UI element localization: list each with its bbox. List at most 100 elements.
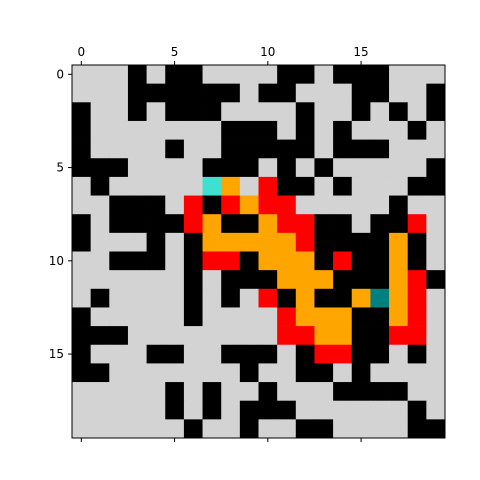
grid-cell-r4-c15: [352, 140, 371, 159]
grid-cell-r4-c8: [221, 140, 240, 159]
grid-cell-r6-c2: [109, 177, 128, 196]
grid-cell-r11-c13: [314, 270, 333, 289]
grid-cell-r10-c13: [314, 252, 333, 271]
grid-cell-r2-c2: [109, 102, 128, 121]
grid-cell-r6-c0: [72, 177, 91, 196]
grid-cell-r17-c5: [165, 382, 184, 401]
grid-cell-r13-c10: [259, 307, 278, 326]
grid-cell-r3-c5: [165, 121, 184, 140]
grid-cell-r1-c18: [408, 84, 427, 103]
grid-cell-r12-c1: [91, 289, 110, 308]
grid-cell-r4-c9: [240, 140, 259, 159]
grid-cell-r17-c0: [72, 382, 91, 401]
grid-cell-r14-c9: [240, 326, 259, 345]
grid-cell-r18-c9: [240, 401, 259, 420]
grid-cell-r17-c18: [408, 382, 427, 401]
grid-cell-r14-c5: [165, 326, 184, 345]
grid-cell-r3-c3: [128, 121, 147, 140]
grid-cell-r9-c17: [389, 233, 408, 252]
grid-cell-r17-c2: [109, 382, 128, 401]
grid-cell-r15-c19: [426, 345, 445, 364]
grid-cell-r8-c14: [333, 214, 352, 233]
grid-cell-r6-c18: [408, 177, 427, 196]
grid-cell-r10-c0: [72, 252, 91, 271]
grid-cell-r0-c17: [389, 65, 408, 84]
grid-cell-r6-c9: [240, 177, 259, 196]
grid-cell-r4-c7: [203, 140, 222, 159]
grid-cell-r0-c5: [165, 65, 184, 84]
grid-cell-r2-c10: [259, 102, 278, 121]
grid-cell-r10-c5: [165, 252, 184, 271]
grid-cell-r12-c8: [221, 289, 240, 308]
grid-cell-r19-c19: [426, 419, 445, 438]
grid-cell-r17-c19: [426, 382, 445, 401]
grid-cell-r6-c17: [389, 177, 408, 196]
grid-cell-r18-c12: [296, 401, 315, 420]
grid-cell-r12-c5: [165, 289, 184, 308]
grid-cell-r10-c3: [128, 252, 147, 271]
grid-cell-r15-c13: [314, 345, 333, 364]
grid-cell-r6-c14: [333, 177, 352, 196]
grid-cell-r9-c18: [408, 233, 427, 252]
grid-cell-r11-c9: [240, 270, 259, 289]
grid-cell-r5-c14: [333, 158, 352, 177]
grid-cell-r14-c14: [333, 326, 352, 345]
grid-cell-r5-c3: [128, 158, 147, 177]
grid-cell-r14-c4: [147, 326, 166, 345]
grid-cell-r18-c0: [72, 401, 91, 420]
grid-cell-r14-c3: [128, 326, 147, 345]
grid-cell-r7-c5: [165, 196, 184, 215]
grid-cell-r12-c18: [408, 289, 427, 308]
grid-cell-r1-c17: [389, 84, 408, 103]
grid-cell-r19-c3: [128, 419, 147, 438]
grid-cell-r4-c4: [147, 140, 166, 159]
grid-cell-r2-c8: [221, 102, 240, 121]
grid-cell-r8-c19: [426, 214, 445, 233]
grid-cell-r13-c3: [128, 307, 147, 326]
grid-cell-r11-c0: [72, 270, 91, 289]
grid-cell-r11-c12: [296, 270, 315, 289]
grid-cell-r12-c2: [109, 289, 128, 308]
grid-cell-r0-c18: [408, 65, 427, 84]
grid-cell-r8-c4: [147, 214, 166, 233]
grid-cell-r3-c7: [203, 121, 222, 140]
grid-cell-r4-c13: [314, 140, 333, 159]
grid-cell-r17-c8: [221, 382, 240, 401]
grid-cell-r8-c0: [72, 214, 91, 233]
grid-cell-r9-c11: [277, 233, 296, 252]
grid-cell-r11-c2: [109, 270, 128, 289]
grid-cell-r3-c15: [352, 121, 371, 140]
grid-cell-r14-c7: [203, 326, 222, 345]
grid-cell-r1-c6: [184, 84, 203, 103]
grid-cell-r15-c8: [221, 345, 240, 364]
grid-cell-r13-c16: [370, 307, 389, 326]
grid-cell-r6-c8: [221, 177, 240, 196]
grid-cell-r12-c0: [72, 289, 91, 308]
grid-cell-r12-c12: [296, 289, 315, 308]
grid-cell-r8-c1: [91, 214, 110, 233]
grid-cell-r18-c13: [314, 401, 333, 420]
grid-cell-r1-c0: [72, 84, 91, 103]
grid-cell-r10-c4: [147, 252, 166, 271]
grid-cell-r9-c19: [426, 233, 445, 252]
grid-cell-r3-c16: [370, 121, 389, 140]
grid-cell-r9-c3: [128, 233, 147, 252]
grid-cell-r6-c19: [426, 177, 445, 196]
grid-cell-r1-c13: [314, 84, 333, 103]
grid-cell-r3-c12: [296, 121, 315, 140]
grid-cell-r11-c5: [165, 270, 184, 289]
grid-cell-r18-c19: [426, 401, 445, 420]
grid-cell-r9-c7: [203, 233, 222, 252]
grid-cell-r15-c17: [389, 345, 408, 364]
grid-cell-r3-c0: [72, 121, 91, 140]
grid-cell-r3-c8: [221, 121, 240, 140]
grid-cell-r0-c11: [277, 65, 296, 84]
grid-cell-r10-c6: [184, 252, 203, 271]
grid-cell-r1-c2: [109, 84, 128, 103]
grid-cell-r7-c3: [128, 196, 147, 215]
grid-cell-r3-c4: [147, 121, 166, 140]
grid-cell-r15-c10: [259, 345, 278, 364]
grid-cell-r13-c15: [352, 307, 371, 326]
grid-cell-r4-c1: [91, 140, 110, 159]
grid-cell-r5-c9: [240, 158, 259, 177]
